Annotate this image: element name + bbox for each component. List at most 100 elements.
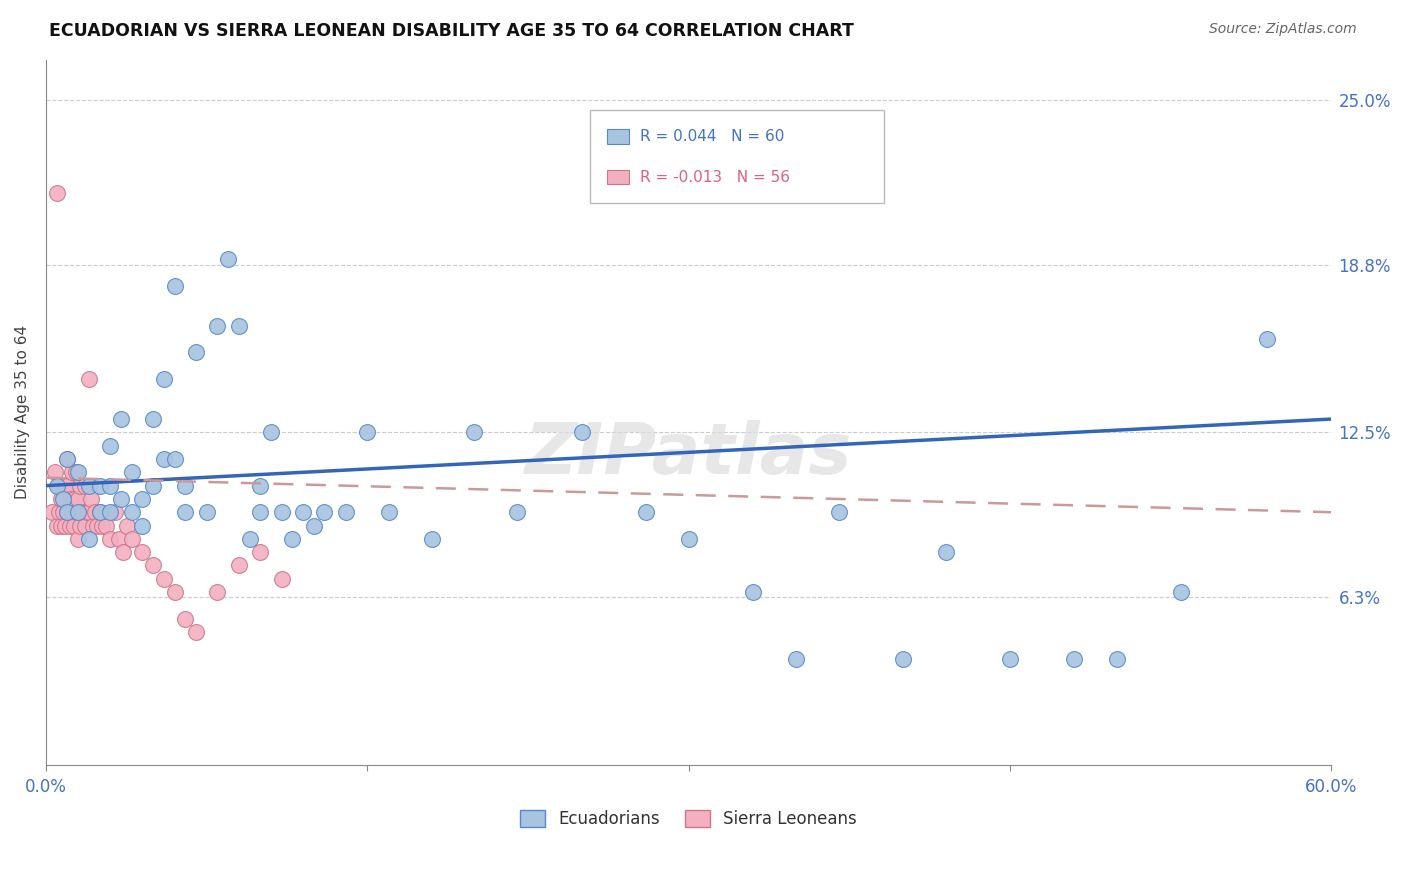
Point: [56, 505, 79, 519]
Point: [378, 505, 401, 519]
Point: [86, 518, 108, 533]
Point: [260, 425, 283, 440]
Point: [98, 505, 121, 519]
Point: [65, 465, 87, 479]
Point: [60, 505, 83, 519]
Point: [82, 518, 104, 533]
Point: [174, 478, 197, 492]
Point: [69, 518, 91, 533]
Point: [571, 425, 593, 440]
Point: [142, 558, 165, 573]
Point: [463, 425, 485, 440]
Point: [89, 505, 111, 519]
Point: [76, 505, 98, 519]
Point: [112, 545, 135, 559]
Point: [60, 465, 83, 479]
Point: [935, 545, 957, 559]
Point: [142, 412, 165, 426]
Point: [84, 505, 107, 519]
Point: [49, 491, 72, 506]
Point: [73, 518, 96, 533]
Y-axis label: Disability Age 35 to 64: Disability Age 35 to 64: [15, 326, 30, 500]
Point: [45, 186, 67, 200]
Point: [58, 518, 80, 533]
Point: [217, 252, 239, 267]
Point: [94, 518, 117, 533]
Point: [142, 478, 165, 492]
Point: [174, 612, 197, 626]
Point: [89, 478, 111, 492]
Point: [163, 452, 186, 467]
Point: [184, 345, 207, 359]
Point: [89, 505, 111, 519]
Point: [41, 505, 63, 519]
Point: [73, 478, 96, 492]
Point: [785, 651, 807, 665]
Point: [1170, 585, 1192, 599]
Point: [356, 425, 378, 440]
Point: [1063, 651, 1085, 665]
Point: [634, 505, 657, 519]
Point: [249, 505, 271, 519]
Point: [302, 518, 325, 533]
Point: [174, 505, 197, 519]
Point: [270, 572, 292, 586]
Point: [45, 518, 67, 533]
Point: [77, 505, 100, 519]
Legend: Ecuadorians, Sierra Leoneans: Ecuadorians, Sierra Leoneans: [513, 803, 863, 834]
Point: [121, 532, 143, 546]
Point: [228, 318, 250, 333]
Point: [72, 505, 94, 519]
Point: [98, 439, 121, 453]
Point: [827, 505, 849, 519]
Point: [56, 478, 79, 492]
Point: [80, 491, 103, 506]
Point: [131, 491, 153, 506]
Point: [48, 505, 70, 519]
Point: [249, 545, 271, 559]
Point: [292, 505, 315, 519]
Point: [207, 318, 229, 333]
Point: [998, 651, 1021, 665]
Point: [63, 491, 86, 506]
Point: [45, 478, 67, 492]
Text: ZIPatlas: ZIPatlas: [524, 420, 852, 489]
Point: [53, 518, 76, 533]
Point: [90, 518, 112, 533]
Point: [121, 505, 143, 519]
Point: [121, 465, 143, 479]
Point: [249, 478, 271, 492]
Point: [506, 505, 529, 519]
Point: [678, 532, 700, 546]
Point: [110, 412, 132, 426]
Point: [238, 532, 260, 546]
Point: [44, 465, 66, 479]
Point: [228, 558, 250, 573]
Text: R = -0.013   N = 56: R = -0.013 N = 56: [641, 169, 790, 185]
Point: [195, 505, 218, 519]
Point: [98, 532, 121, 546]
Point: [153, 572, 176, 586]
Point: [56, 452, 79, 467]
Point: [207, 585, 229, 599]
Point: [420, 532, 443, 546]
Point: [77, 532, 100, 546]
Point: [67, 465, 90, 479]
Point: [69, 478, 91, 492]
Point: [163, 279, 186, 293]
Point: [335, 505, 357, 519]
Point: [314, 505, 336, 519]
Point: [1107, 651, 1129, 665]
Point: [742, 585, 765, 599]
Point: [49, 518, 72, 533]
Point: [67, 491, 90, 506]
Point: [153, 452, 176, 467]
Point: [131, 545, 153, 559]
Point: [48, 478, 70, 492]
Point: [1256, 332, 1278, 346]
Point: [67, 532, 90, 546]
Point: [163, 585, 186, 599]
Text: R = 0.044   N = 60: R = 0.044 N = 60: [641, 129, 785, 144]
Point: [153, 372, 176, 386]
Point: [103, 505, 125, 519]
